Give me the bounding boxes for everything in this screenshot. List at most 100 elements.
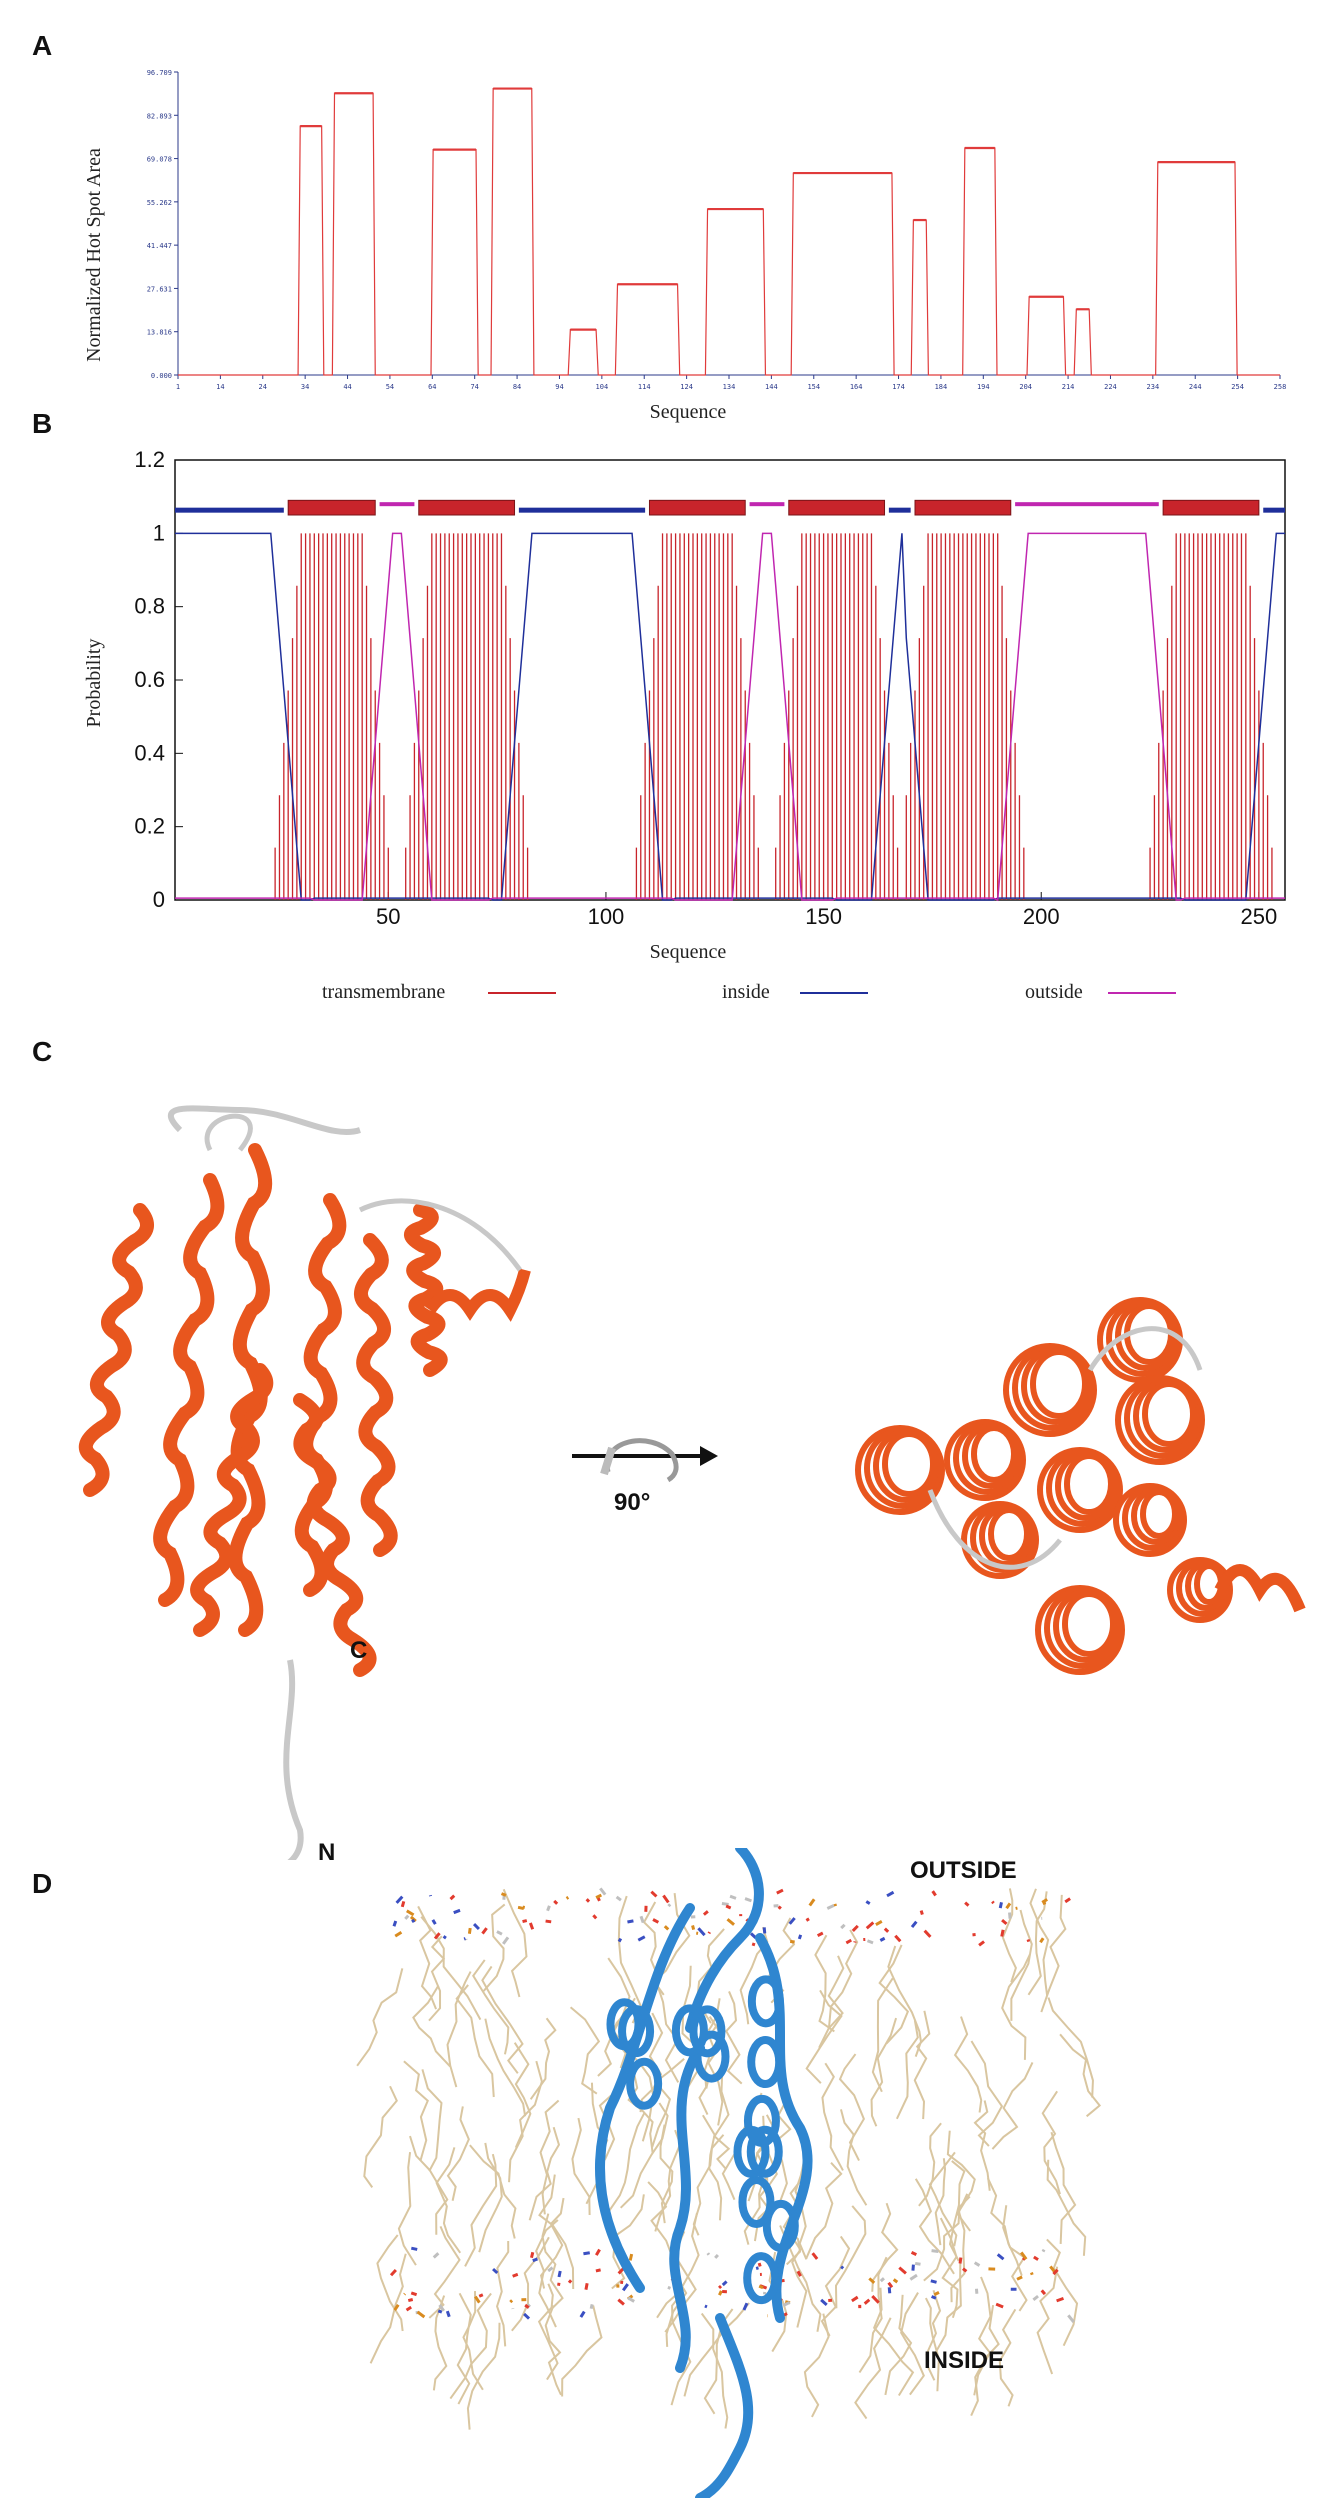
lipid-tail — [1027, 1891, 1048, 1996]
lipid-tail — [481, 1965, 524, 2074]
lipid-headgroup — [776, 1888, 784, 1895]
lipid-tail — [1046, 2238, 1079, 2347]
lipid-tail — [1001, 1953, 1031, 2060]
y-tick-label: 27.631 — [147, 285, 172, 293]
lipid-headgroup — [407, 2298, 414, 2303]
x-tick-label: 124 — [680, 383, 693, 391]
lipid-headgroup — [721, 1902, 729, 1906]
lipid-tail — [924, 2297, 940, 2392]
lipid-headgroup — [1052, 2268, 1059, 2276]
topology-chart: Probability Sequence 0 0.2 0.4 0.6 0.8 1 1.2 50… — [83, 447, 1286, 1003]
helix-ribbon — [425, 1268, 531, 1322]
lipid-headgroup — [1026, 1938, 1031, 1943]
lipid-headgroup — [1067, 2314, 1075, 2323]
lipid-tail — [1059, 2033, 1102, 2118]
topology-inside-bar — [888, 507, 911, 513]
lipid-headgroup — [438, 2304, 445, 2312]
lipid-headgroup — [400, 1900, 406, 1908]
x-tick-label: 200 — [1023, 904, 1060, 929]
lipid-headgroup — [474, 2295, 481, 2304]
lipid-headgroup — [1033, 2255, 1039, 2261]
lipid-headgroup — [879, 1936, 886, 1942]
lipid-headgroup — [958, 2257, 963, 2264]
lipid-tail — [878, 1944, 910, 2045]
protein-ribbon — [685, 1848, 764, 2033]
lipid-headgroup — [433, 1932, 441, 1940]
lipid-tail — [918, 2122, 942, 2207]
lipid-headgroup — [595, 1893, 603, 1899]
lipid-headgroup — [883, 1927, 890, 1933]
lipid-headgroup — [998, 1901, 1003, 1909]
lipid-headgroup — [789, 1939, 795, 1944]
lipid-tail — [834, 2205, 867, 2309]
lipid-tail — [446, 1971, 472, 2088]
lipid-headgroup — [991, 1900, 995, 1905]
lipid-headgroup — [547, 2266, 554, 2273]
lipid-headgroup — [796, 2270, 802, 2277]
panel-letter-d: D — [32, 1868, 53, 1899]
lipid-tail — [397, 2152, 417, 2266]
lipid-headgroup — [393, 2303, 400, 2311]
lipid-headgroup — [1016, 2275, 1023, 2281]
lipid-tail — [1041, 2090, 1061, 2195]
lipid-headgroup — [777, 1905, 782, 1910]
panel-letter-b: B — [32, 408, 53, 439]
lipid-tail — [700, 2312, 729, 2429]
lipid-headgroup — [898, 2266, 907, 2275]
lipid-headgroup — [820, 2298, 828, 2306]
lipid-headgroup — [894, 1934, 902, 1943]
x-tick-label: 234 — [1147, 383, 1160, 391]
lipid-tail — [403, 2060, 429, 2162]
x-tick-label: 74 — [470, 383, 478, 391]
lipid-tail — [871, 2202, 899, 2292]
y-tick-label: 55.262 — [147, 199, 172, 207]
lipid-headgroup — [667, 2285, 672, 2290]
lipid-headgroup — [840, 2265, 845, 2270]
topology-tm-block — [914, 499, 1012, 516]
lipid-tail — [369, 2253, 407, 2364]
x-tick-label: 214 — [1062, 383, 1075, 391]
helix-ribbon — [293, 1393, 377, 1677]
lipid-tail — [1036, 2266, 1059, 2375]
protein-helix — [747, 2036, 784, 2089]
lipid-headgroup — [445, 2310, 451, 2318]
topology-inside-bar — [518, 507, 646, 513]
protein-helix — [733, 2125, 770, 2178]
legend-inside-label: inside — [722, 981, 770, 1003]
lipid-headgroup — [431, 1919, 437, 1925]
lipid-headgroup — [628, 2253, 634, 2261]
x-tick-label: 250 — [1241, 904, 1278, 929]
lipid-tail — [466, 2322, 501, 2430]
lipid-headgroup — [910, 2250, 917, 2256]
lipid-tail — [569, 2006, 601, 2095]
lipid-headgroup — [887, 2281, 894, 2289]
lipid-headgroup — [721, 2280, 728, 2287]
x-tick-label: 164 — [850, 383, 863, 391]
lipid-tail — [539, 2099, 560, 2215]
lipid-tail — [417, 1905, 437, 2010]
lipid-tail — [953, 2016, 983, 2113]
x-tick-label: 24 — [259, 383, 267, 391]
lipid-headgroup — [886, 1890, 895, 1898]
lipid-headgroup — [930, 2279, 937, 2284]
lipid-headgroup — [662, 1894, 670, 1904]
lipid-headgroup — [996, 2253, 1005, 2261]
lipid-tail — [900, 2292, 925, 2396]
lipid-headgroup — [650, 1890, 658, 1898]
lipid-headgroup — [667, 1903, 672, 1908]
topology-inside-bar — [1263, 507, 1285, 513]
lipid-headgroup — [851, 2295, 859, 2303]
lipid-headgroup — [500, 1892, 507, 1897]
lipid-tail — [421, 2069, 443, 2172]
lipid-headgroup — [565, 1896, 570, 1900]
lipid-headgroup — [411, 1918, 416, 1923]
x-tick-label: 44 — [343, 383, 351, 391]
lipid-tail — [619, 2102, 669, 2209]
x-tick-label: 174 — [892, 383, 905, 391]
y-tick-label: 1 — [153, 520, 165, 545]
lipid-tail — [973, 2276, 992, 2396]
lipid-headgroup — [472, 1923, 480, 1931]
lipid-headgroups — [389, 1887, 1075, 2323]
x-tick-label: 150 — [805, 904, 842, 929]
lipid-tail — [508, 2060, 543, 2183]
